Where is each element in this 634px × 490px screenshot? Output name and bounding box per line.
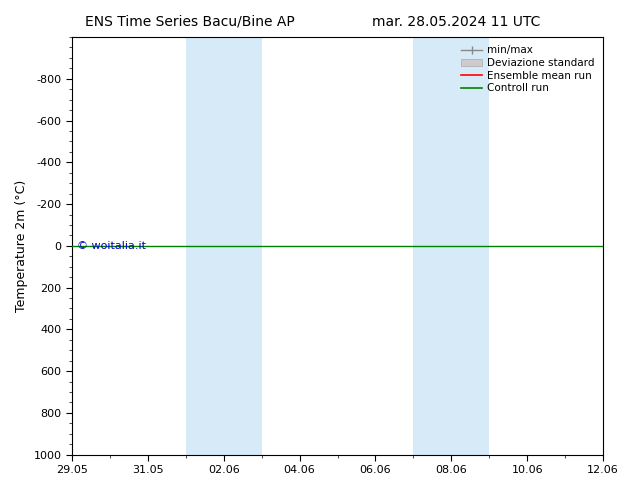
Legend: min/max, Deviazione standard, Ensemble mean run, Controll run: min/max, Deviazione standard, Ensemble m… xyxy=(458,42,598,97)
Bar xyxy=(413,37,489,455)
Bar xyxy=(186,37,262,455)
Text: mar. 28.05.2024 11 UTC: mar. 28.05.2024 11 UTC xyxy=(372,15,541,29)
Text: © woitalia.it: © woitalia.it xyxy=(77,241,146,251)
Y-axis label: Temperature 2m (°C): Temperature 2m (°C) xyxy=(15,180,28,312)
Text: ENS Time Series Bacu/Bine AP: ENS Time Series Bacu/Bine AP xyxy=(86,15,295,29)
